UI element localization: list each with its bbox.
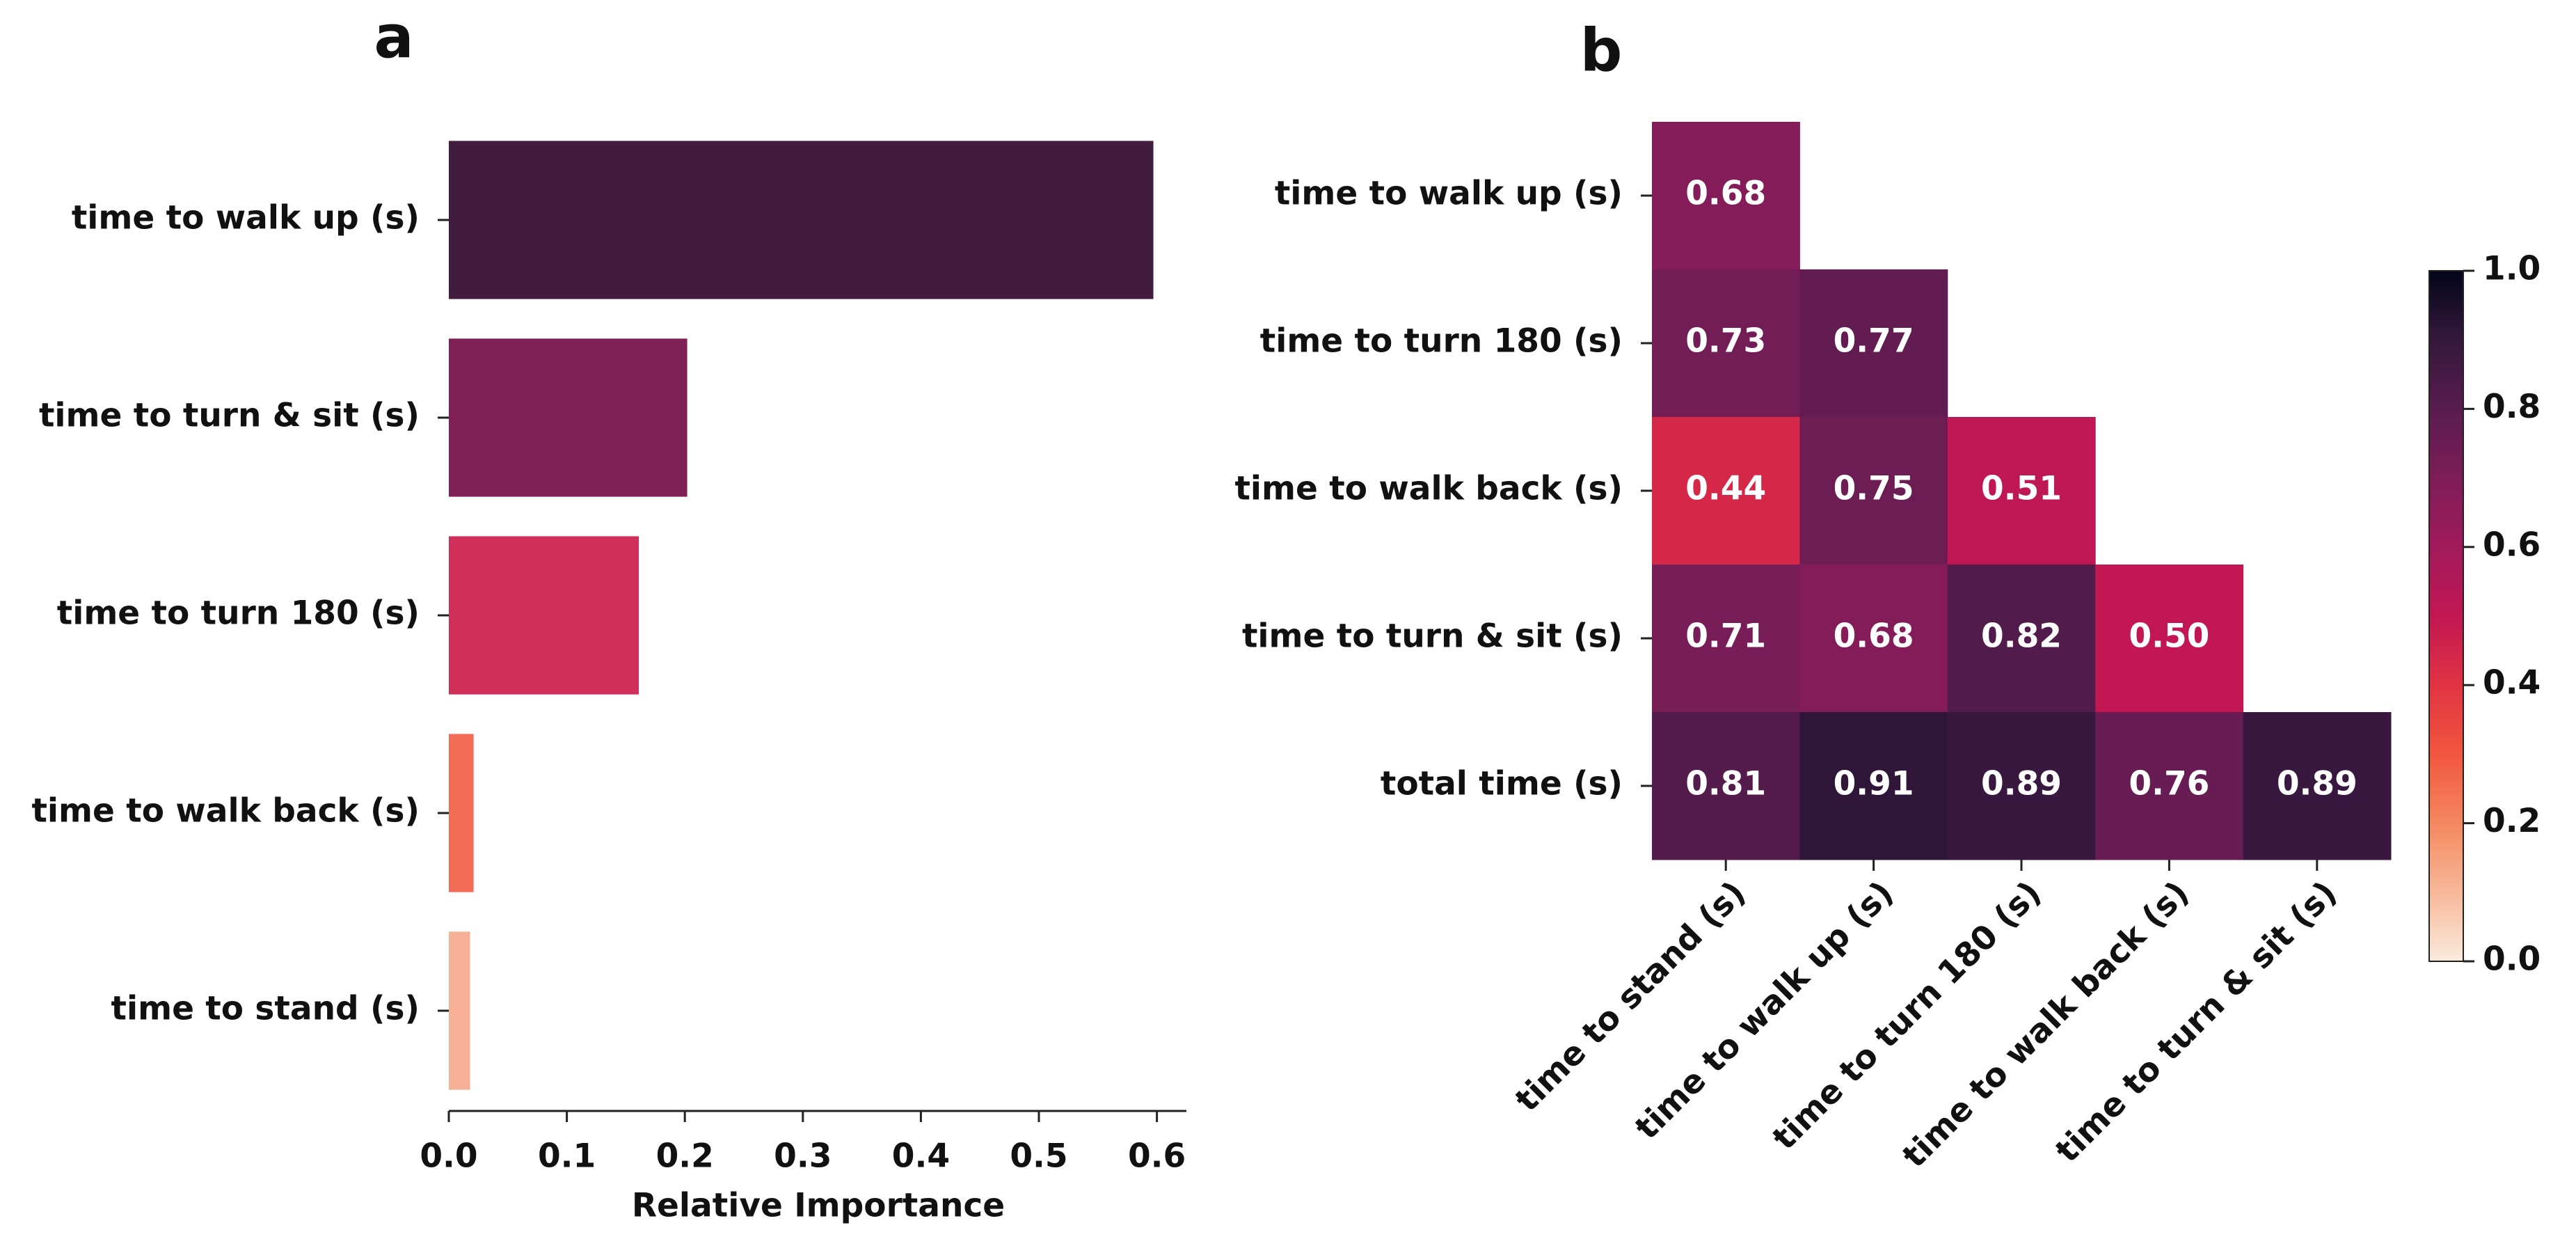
cell-label: 0.89 — [2277, 765, 2358, 803]
bar — [449, 141, 1154, 299]
heatmap-cell — [1947, 417, 2096, 565]
cell-label: 0.50 — [2129, 617, 2209, 656]
heatmap-cell — [1947, 712, 2096, 860]
y-tick-label: time to walk up (s) — [1275, 175, 1623, 213]
colorbar-tick-label: 0.6 — [2483, 526, 2541, 564]
colorbar-tick-label: 0.0 — [2483, 940, 2541, 979]
colorbar-tick-label: 0.2 — [2483, 802, 2541, 840]
panel-title: b — [1580, 16, 1623, 85]
x-tick-label: 0.6 — [1128, 1137, 1186, 1176]
heatmap-cell — [1947, 565, 2096, 713]
cell-label: 0.68 — [1834, 617, 1914, 656]
y-tick-label: time to turn & sit (s) — [1242, 617, 1623, 656]
colorbar-tick-label: 0.4 — [2483, 664, 2541, 702]
y-tick-label: time to turn 180 (s) — [57, 594, 420, 633]
heatmap-cell — [1652, 122, 1800, 270]
cell-label: 0.51 — [1981, 470, 2062, 508]
bar — [449, 338, 687, 497]
x-tick-label: 0.0 — [420, 1137, 477, 1176]
heatmap-cell — [1652, 269, 1800, 418]
x-tick-label: 0.5 — [1010, 1137, 1067, 1176]
cell-label: 0.81 — [1685, 765, 1766, 803]
cell-label: 0.77 — [1834, 322, 1914, 361]
heatmap-cell — [1799, 565, 1948, 713]
cell-label: 0.68 — [1685, 175, 1766, 213]
x-tick-label: time to turn & sit (s) — [2048, 874, 2344, 1170]
bar — [449, 536, 639, 695]
x-tick-label: time to turn 180 (s) — [1765, 874, 2049, 1157]
heatmap-cell — [1799, 417, 1948, 565]
cell-label: 0.44 — [1685, 470, 1766, 508]
heatmap-cell — [1652, 417, 1800, 565]
cell-label: 0.91 — [1834, 765, 1914, 803]
colorbar-tick-label: 1.0 — [2483, 250, 2541, 288]
heatmap-cell — [1799, 269, 1948, 418]
cell-label: 0.76 — [2129, 765, 2209, 803]
heatmap-cell — [1652, 565, 1800, 713]
y-tick-label: time to walk back (s) — [31, 792, 420, 830]
colorbar-tick-label: 0.8 — [2483, 388, 2541, 426]
x-tick-label: 0.1 — [538, 1137, 596, 1176]
heatmap-cell — [2243, 712, 2392, 860]
heatmap-cell — [2095, 565, 2244, 713]
y-tick-label: time to turn 180 (s) — [1260, 322, 1623, 361]
cell-label: 0.89 — [1981, 765, 2062, 803]
colorbar — [2428, 270, 2464, 962]
panel-title: a — [374, 3, 413, 72]
heatmap-cell — [1652, 712, 1800, 860]
x-axis-label: Relative Importance — [632, 1187, 1005, 1225]
y-tick-label: time to stand (s) — [111, 990, 420, 1028]
x-tick-label: 0.3 — [774, 1137, 832, 1176]
cell-label: 0.71 — [1685, 617, 1766, 656]
x-tick-label: 0.2 — [656, 1137, 714, 1176]
y-tick-label: time to turn & sit (s) — [39, 397, 420, 435]
x-tick-label: 0.4 — [892, 1137, 950, 1176]
bar — [449, 734, 474, 892]
heatmap-cell — [1799, 712, 1948, 860]
y-tick-label: time to walk back (s) — [1234, 470, 1623, 508]
cell-label: 0.82 — [1981, 617, 2062, 656]
x-tick-label: time to walk up (s) — [1628, 874, 1901, 1147]
cell-label: 0.73 — [1685, 322, 1766, 361]
cell-label: 0.75 — [1834, 470, 1914, 508]
bar — [449, 931, 470, 1090]
x-tick-label: time to walk back (s) — [1895, 874, 2197, 1175]
y-tick-label: time to walk up (s) — [72, 199, 420, 237]
heatmap-cell — [2095, 712, 2244, 860]
y-tick-label: total time (s) — [1381, 765, 1623, 803]
